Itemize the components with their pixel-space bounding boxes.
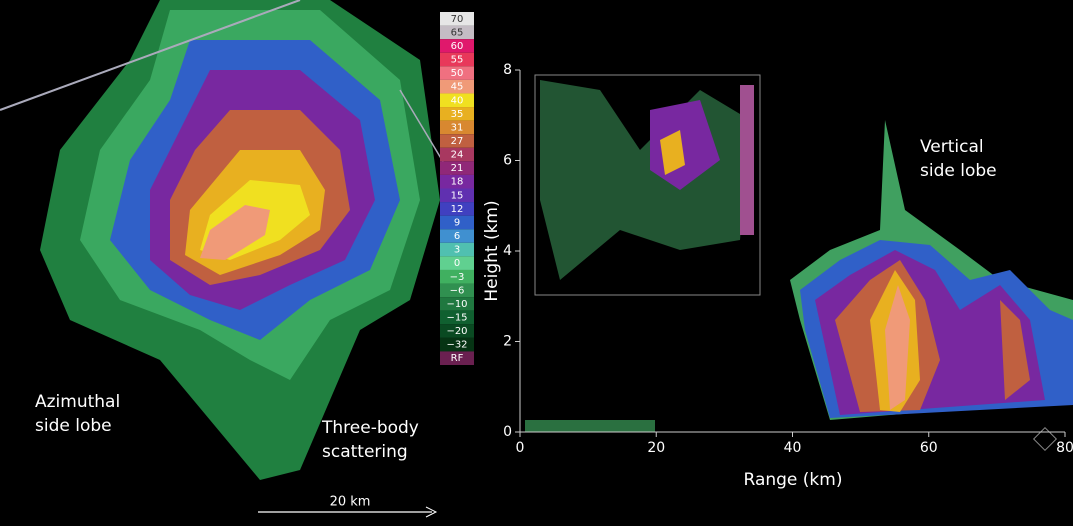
left-radar xyxy=(0,0,461,480)
legend-label: 6 xyxy=(454,231,460,242)
legend-swatch xyxy=(440,147,474,162)
legend-swatch xyxy=(440,256,474,270)
x-tick-label: 80 xyxy=(1056,440,1073,456)
azimuthal-label: Azimuthal xyxy=(35,392,120,412)
legend-label: 65 xyxy=(451,27,464,38)
y-tick-label: 2 xyxy=(503,334,512,350)
legend-swatch xyxy=(440,12,474,26)
azimuthal-label: side lobe xyxy=(35,416,112,436)
legend-label: −32 xyxy=(446,340,467,351)
legend-label: 3 xyxy=(454,245,460,256)
legend-swatch xyxy=(440,52,474,67)
y-tick-label: 6 xyxy=(503,153,512,169)
y-tick-label: 0 xyxy=(503,424,512,440)
annotation: Vertical xyxy=(920,137,984,157)
legend-swatch xyxy=(440,188,474,203)
legend-label: 50 xyxy=(451,68,464,79)
legend-label: 24 xyxy=(451,150,464,161)
legend-swatch xyxy=(440,161,474,175)
x-tick-label: 60 xyxy=(920,440,938,456)
legend-label: 70 xyxy=(451,14,464,25)
legend-label: 9 xyxy=(454,217,460,228)
three-body-label: Three-body xyxy=(321,418,419,438)
y-axis-label: Height (km) xyxy=(482,200,502,301)
legend-swatch xyxy=(440,93,474,108)
legend-swatch xyxy=(440,351,474,365)
legend-label: −3 xyxy=(450,272,465,283)
legend-label: 27 xyxy=(451,136,464,147)
legend-swatch xyxy=(440,66,474,80)
legend-label: 31 xyxy=(451,122,464,133)
legend-label: −15 xyxy=(446,312,467,323)
legend-swatch xyxy=(440,297,474,311)
legend-label: −6 xyxy=(450,285,465,296)
legend-label: 0 xyxy=(454,258,460,269)
x-tick-label: 0 xyxy=(516,440,525,456)
legend-label: 15 xyxy=(451,190,464,201)
legend-swatch xyxy=(440,337,474,352)
legend-label: RF xyxy=(451,353,464,364)
legend-label: 18 xyxy=(451,177,464,188)
legend-swatch xyxy=(440,310,474,325)
legend-swatch xyxy=(440,269,474,284)
legend-label: 40 xyxy=(451,95,464,106)
scale-label: 20 km xyxy=(330,495,371,510)
legend-swatch xyxy=(440,25,474,40)
rhi-radar xyxy=(525,74,1073,452)
y-tick-label: 4 xyxy=(503,243,512,259)
legend-swatch xyxy=(440,107,474,121)
legend-label: 55 xyxy=(451,55,464,66)
annotation: side lobe xyxy=(920,161,997,181)
three-body-label: scattering xyxy=(322,442,408,462)
x-axis-label: Range (km) xyxy=(744,470,843,490)
legend-swatch xyxy=(440,120,474,135)
legend-label: −20 xyxy=(446,326,467,337)
legend-swatch xyxy=(440,39,474,53)
legend-swatch xyxy=(440,229,474,243)
scale-arrow xyxy=(425,506,438,518)
legend-swatch xyxy=(440,134,474,148)
y-tick-label: 8 xyxy=(503,62,512,78)
x-tick-label: 20 xyxy=(647,440,665,456)
legend-swatch xyxy=(440,242,474,257)
legend-swatch xyxy=(440,283,474,298)
legend-swatch xyxy=(440,174,474,189)
legend-label: 21 xyxy=(451,163,464,174)
legend-swatch xyxy=(440,202,474,216)
legend-label: 60 xyxy=(451,41,464,52)
legend-swatch xyxy=(440,215,474,230)
legend-label: 35 xyxy=(451,109,464,120)
x-tick-label: 40 xyxy=(784,440,802,456)
legend-label: 45 xyxy=(451,82,464,93)
legend-swatch xyxy=(440,79,474,94)
legend-label: 12 xyxy=(451,204,464,215)
legend-swatch xyxy=(440,324,474,338)
color-legend: 70 65 60 55 50 45 40 35 31 27 24 21 18 15 12 9 6 3 0 −3 −6 −1… xyxy=(440,12,474,365)
legend-label: −10 xyxy=(446,299,467,310)
